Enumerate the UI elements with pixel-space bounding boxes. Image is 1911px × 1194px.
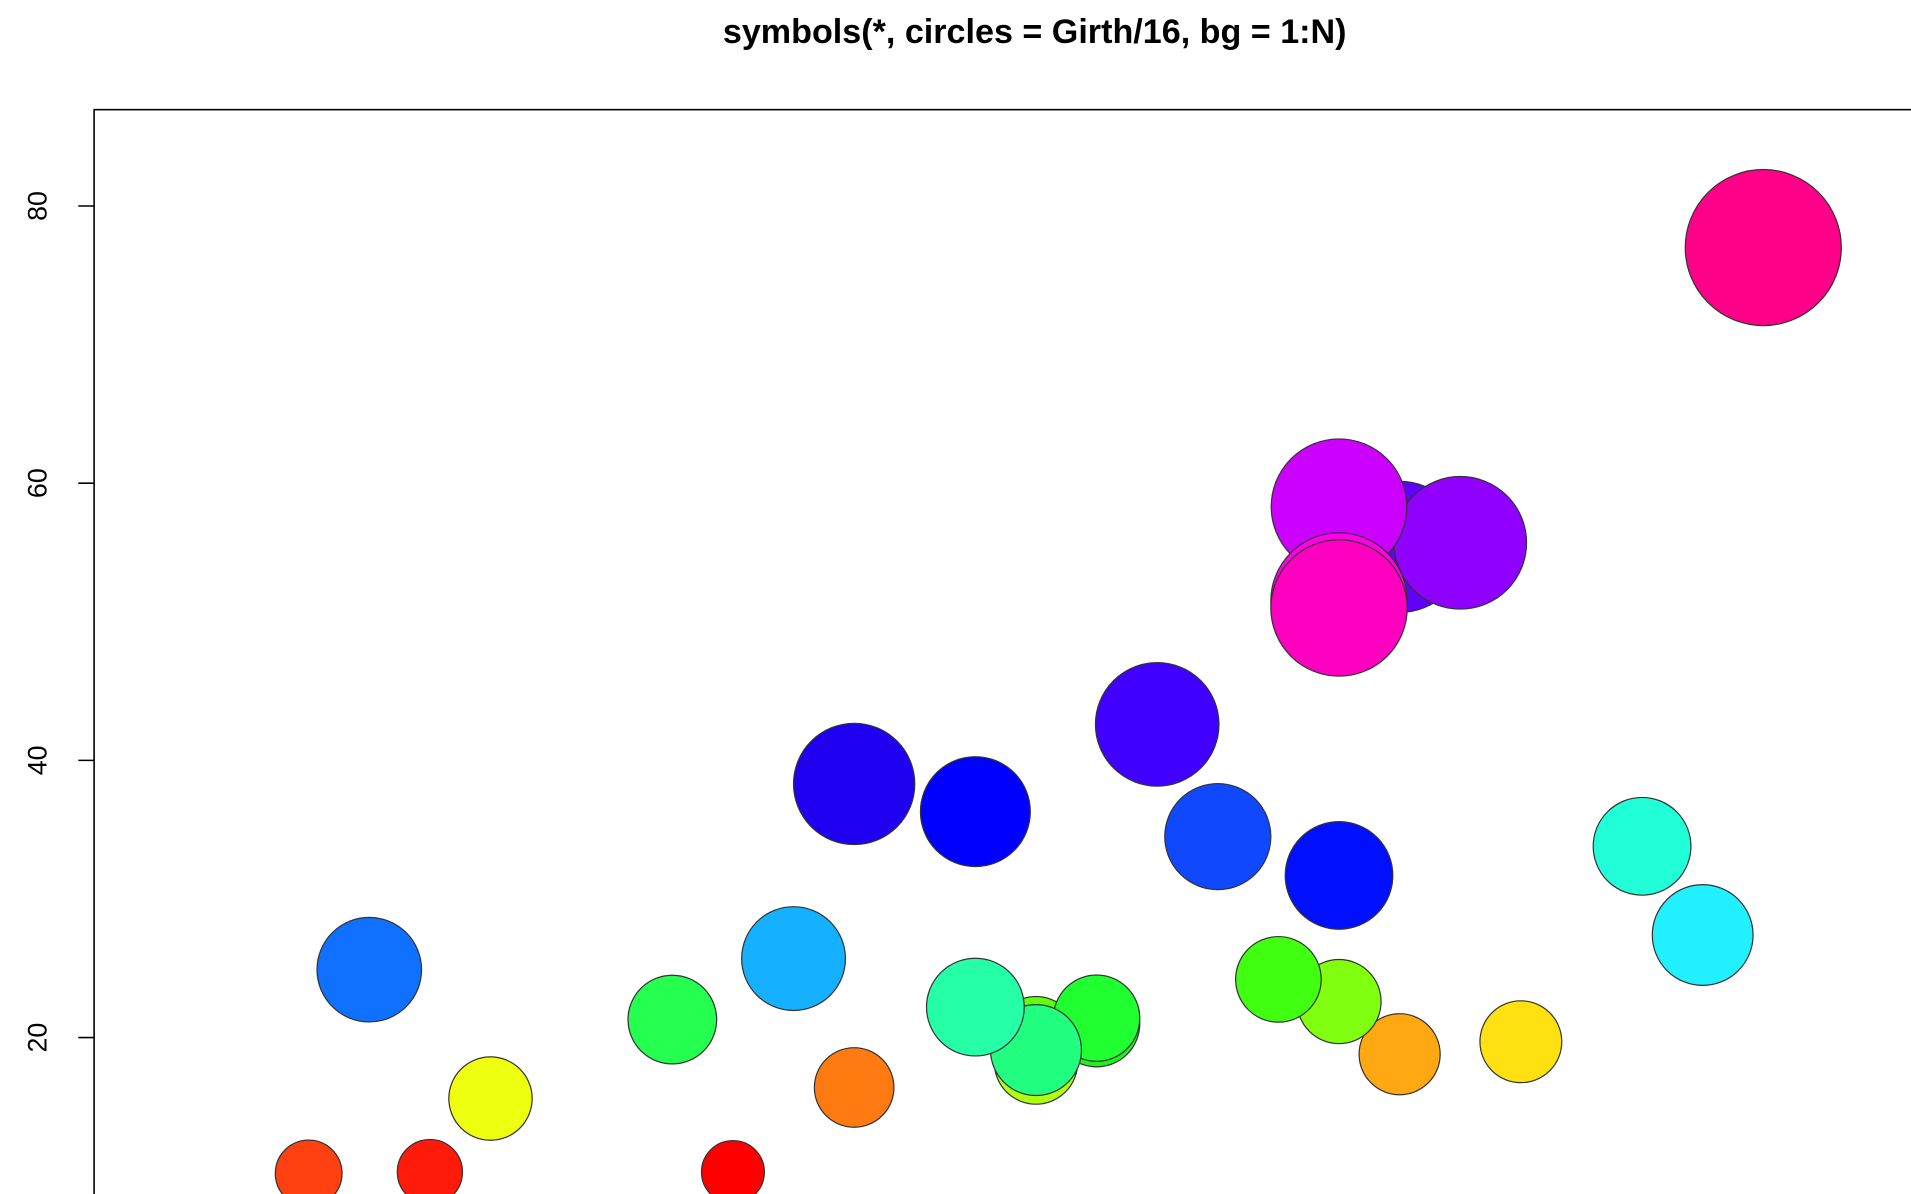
bubble [627, 974, 718, 1065]
bubble [316, 916, 423, 1023]
plot-frame [93, 108, 1911, 1194]
bubble [792, 722, 916, 846]
y-tick-label: 40 [22, 745, 52, 775]
bubble [1651, 884, 1754, 987]
bubble [1592, 796, 1692, 896]
bubble [1284, 821, 1394, 930]
y-tick-label: 20 [22, 1023, 52, 1053]
bubble [1270, 539, 1408, 677]
bubble [1164, 782, 1272, 891]
bubble [1684, 168, 1842, 327]
plot-area [274, 168, 1842, 1194]
bubble [1358, 1013, 1441, 1096]
bubble [1479, 1000, 1563, 1084]
bubble [1235, 935, 1322, 1023]
bubble [741, 906, 847, 1012]
chart-title: symbols(*, circles = Girth/16, bg = 1:N) [723, 13, 1347, 51]
y-tick-label: 80 [22, 191, 52, 221]
bubble [925, 957, 1025, 1057]
bubble [700, 1139, 765, 1194]
bubble [448, 1056, 533, 1141]
bubble [813, 1047, 895, 1128]
bubble [1094, 661, 1220, 787]
y-tick-label: 60 [22, 468, 52, 498]
bubble [1393, 475, 1528, 610]
bubble [396, 1138, 464, 1194]
bubble [919, 756, 1031, 868]
bubble [274, 1139, 343, 1194]
